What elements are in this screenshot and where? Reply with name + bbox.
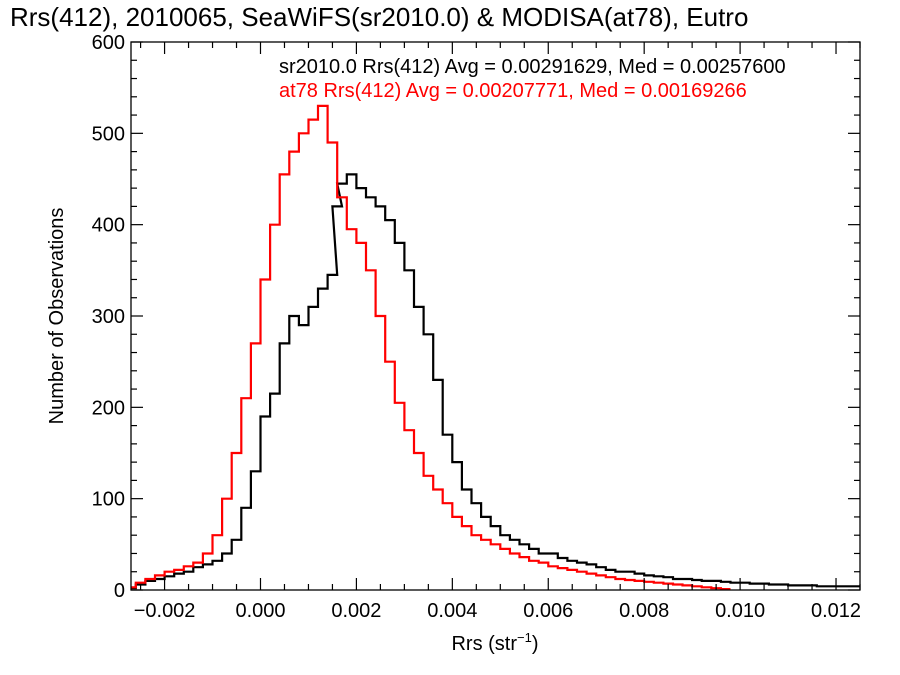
x-tick-label: 0.004 — [427, 600, 477, 622]
x-tick-label: −0.002 — [134, 600, 196, 622]
y-axis-label: Number of Observations — [46, 208, 68, 425]
x-axis-label: Rrs (str−1) — [451, 630, 538, 655]
annotation-red: at78 Rrs(412) Avg = 0.00207771, Med = 0.… — [279, 80, 747, 102]
series-line-sr2010-0 — [131, 173, 860, 590]
series-layer — [131, 104, 860, 590]
x-tick-label: 0.006 — [523, 600, 573, 622]
x-axis-label-close: ) — [532, 633, 539, 655]
x-tick-label: 0.002 — [331, 600, 381, 622]
annotation-black: sr2010.0 Rrs(412) Avg = 0.00291629, Med … — [279, 56, 786, 78]
ticks-layer: −0.002 0.000 0.002 0.004 0.006 0.008 0.010 0.01… — [92, 32, 861, 622]
y-tick-label: 600 — [92, 32, 125, 54]
y-tick-label: 0 — [114, 580, 125, 602]
x-tick-label: 0.012 — [811, 600, 861, 622]
x-axis-label-main: Rrs (str — [451, 633, 517, 655]
y-tick-label: 500 — [92, 123, 125, 145]
x-tick-label: 0.010 — [715, 600, 765, 622]
y-tick-label: 300 — [92, 306, 125, 328]
series-line-at78 — [131, 104, 731, 590]
y-tick-label: 200 — [92, 397, 125, 419]
x-tick-label: 0.000 — [235, 600, 285, 622]
y-tick-label: 100 — [92, 489, 125, 511]
x-tick-label: 0.008 — [619, 600, 669, 622]
x-axis-label-exponent: −1 — [517, 630, 532, 645]
y-tick-label: 400 — [92, 215, 125, 237]
chart-title: Rrs(412), 2010065, SeaWiFS(sr2010.0) & M… — [10, 2, 748, 32]
